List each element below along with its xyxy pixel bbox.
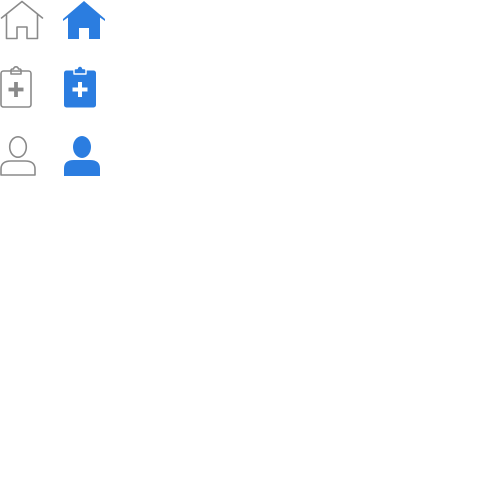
user-outline-icon[interactable] [0, 136, 36, 176]
home-outline-icon[interactable] [0, 0, 44, 40]
clipboard-plus-outline-icon[interactable] [0, 66, 32, 108]
user-filled-icon[interactable] [64, 136, 100, 176]
home-filled-icon[interactable] [62, 0, 106, 40]
clipboard-plus-filled-icon[interactable] [64, 65, 96, 108]
